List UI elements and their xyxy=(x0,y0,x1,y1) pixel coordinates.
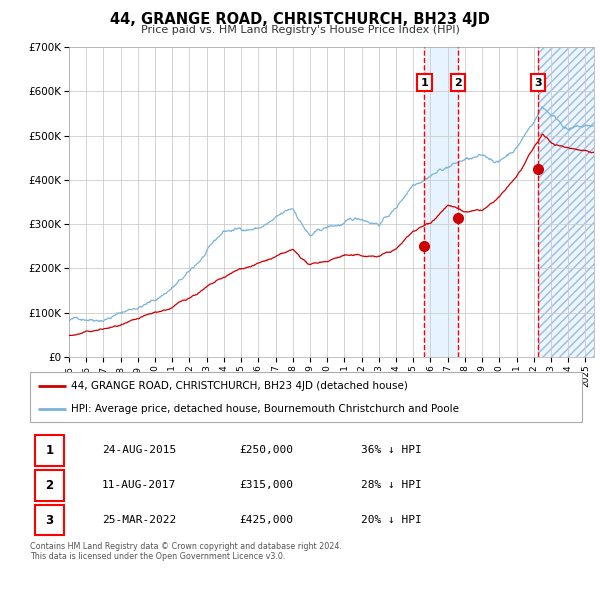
FancyBboxPatch shape xyxy=(35,435,64,466)
Text: 24-AUG-2015: 24-AUG-2015 xyxy=(102,445,176,455)
Bar xyxy=(538,47,594,357)
Bar xyxy=(424,47,458,357)
Text: 11-AUG-2017: 11-AUG-2017 xyxy=(102,480,176,490)
Text: 25-MAR-2022: 25-MAR-2022 xyxy=(102,515,176,525)
Bar xyxy=(538,47,594,357)
Text: Price paid vs. HM Land Registry's House Price Index (HPI): Price paid vs. HM Land Registry's House … xyxy=(140,25,460,35)
Text: 3: 3 xyxy=(45,514,53,527)
Text: 2: 2 xyxy=(454,78,462,87)
Text: 2: 2 xyxy=(45,478,53,492)
Text: 44, GRANGE ROAD, CHRISTCHURCH, BH23 4JD (detached house): 44, GRANGE ROAD, CHRISTCHURCH, BH23 4JD … xyxy=(71,381,408,391)
Text: £250,000: £250,000 xyxy=(240,445,294,455)
FancyBboxPatch shape xyxy=(30,372,582,422)
FancyBboxPatch shape xyxy=(35,505,64,536)
Text: 1: 1 xyxy=(45,444,53,457)
Text: 36% ↓ HPI: 36% ↓ HPI xyxy=(361,445,422,455)
Text: 44, GRANGE ROAD, CHRISTCHURCH, BH23 4JD: 44, GRANGE ROAD, CHRISTCHURCH, BH23 4JD xyxy=(110,12,490,27)
Text: 20% ↓ HPI: 20% ↓ HPI xyxy=(361,515,422,525)
Text: 3: 3 xyxy=(534,78,542,87)
Text: £315,000: £315,000 xyxy=(240,480,294,490)
FancyBboxPatch shape xyxy=(35,470,64,500)
Text: HPI: Average price, detached house, Bournemouth Christchurch and Poole: HPI: Average price, detached house, Bour… xyxy=(71,404,460,414)
Text: 28% ↓ HPI: 28% ↓ HPI xyxy=(361,480,422,490)
Text: £425,000: £425,000 xyxy=(240,515,294,525)
Text: Contains HM Land Registry data © Crown copyright and database right 2024.
This d: Contains HM Land Registry data © Crown c… xyxy=(30,542,342,561)
Text: 1: 1 xyxy=(421,78,428,87)
